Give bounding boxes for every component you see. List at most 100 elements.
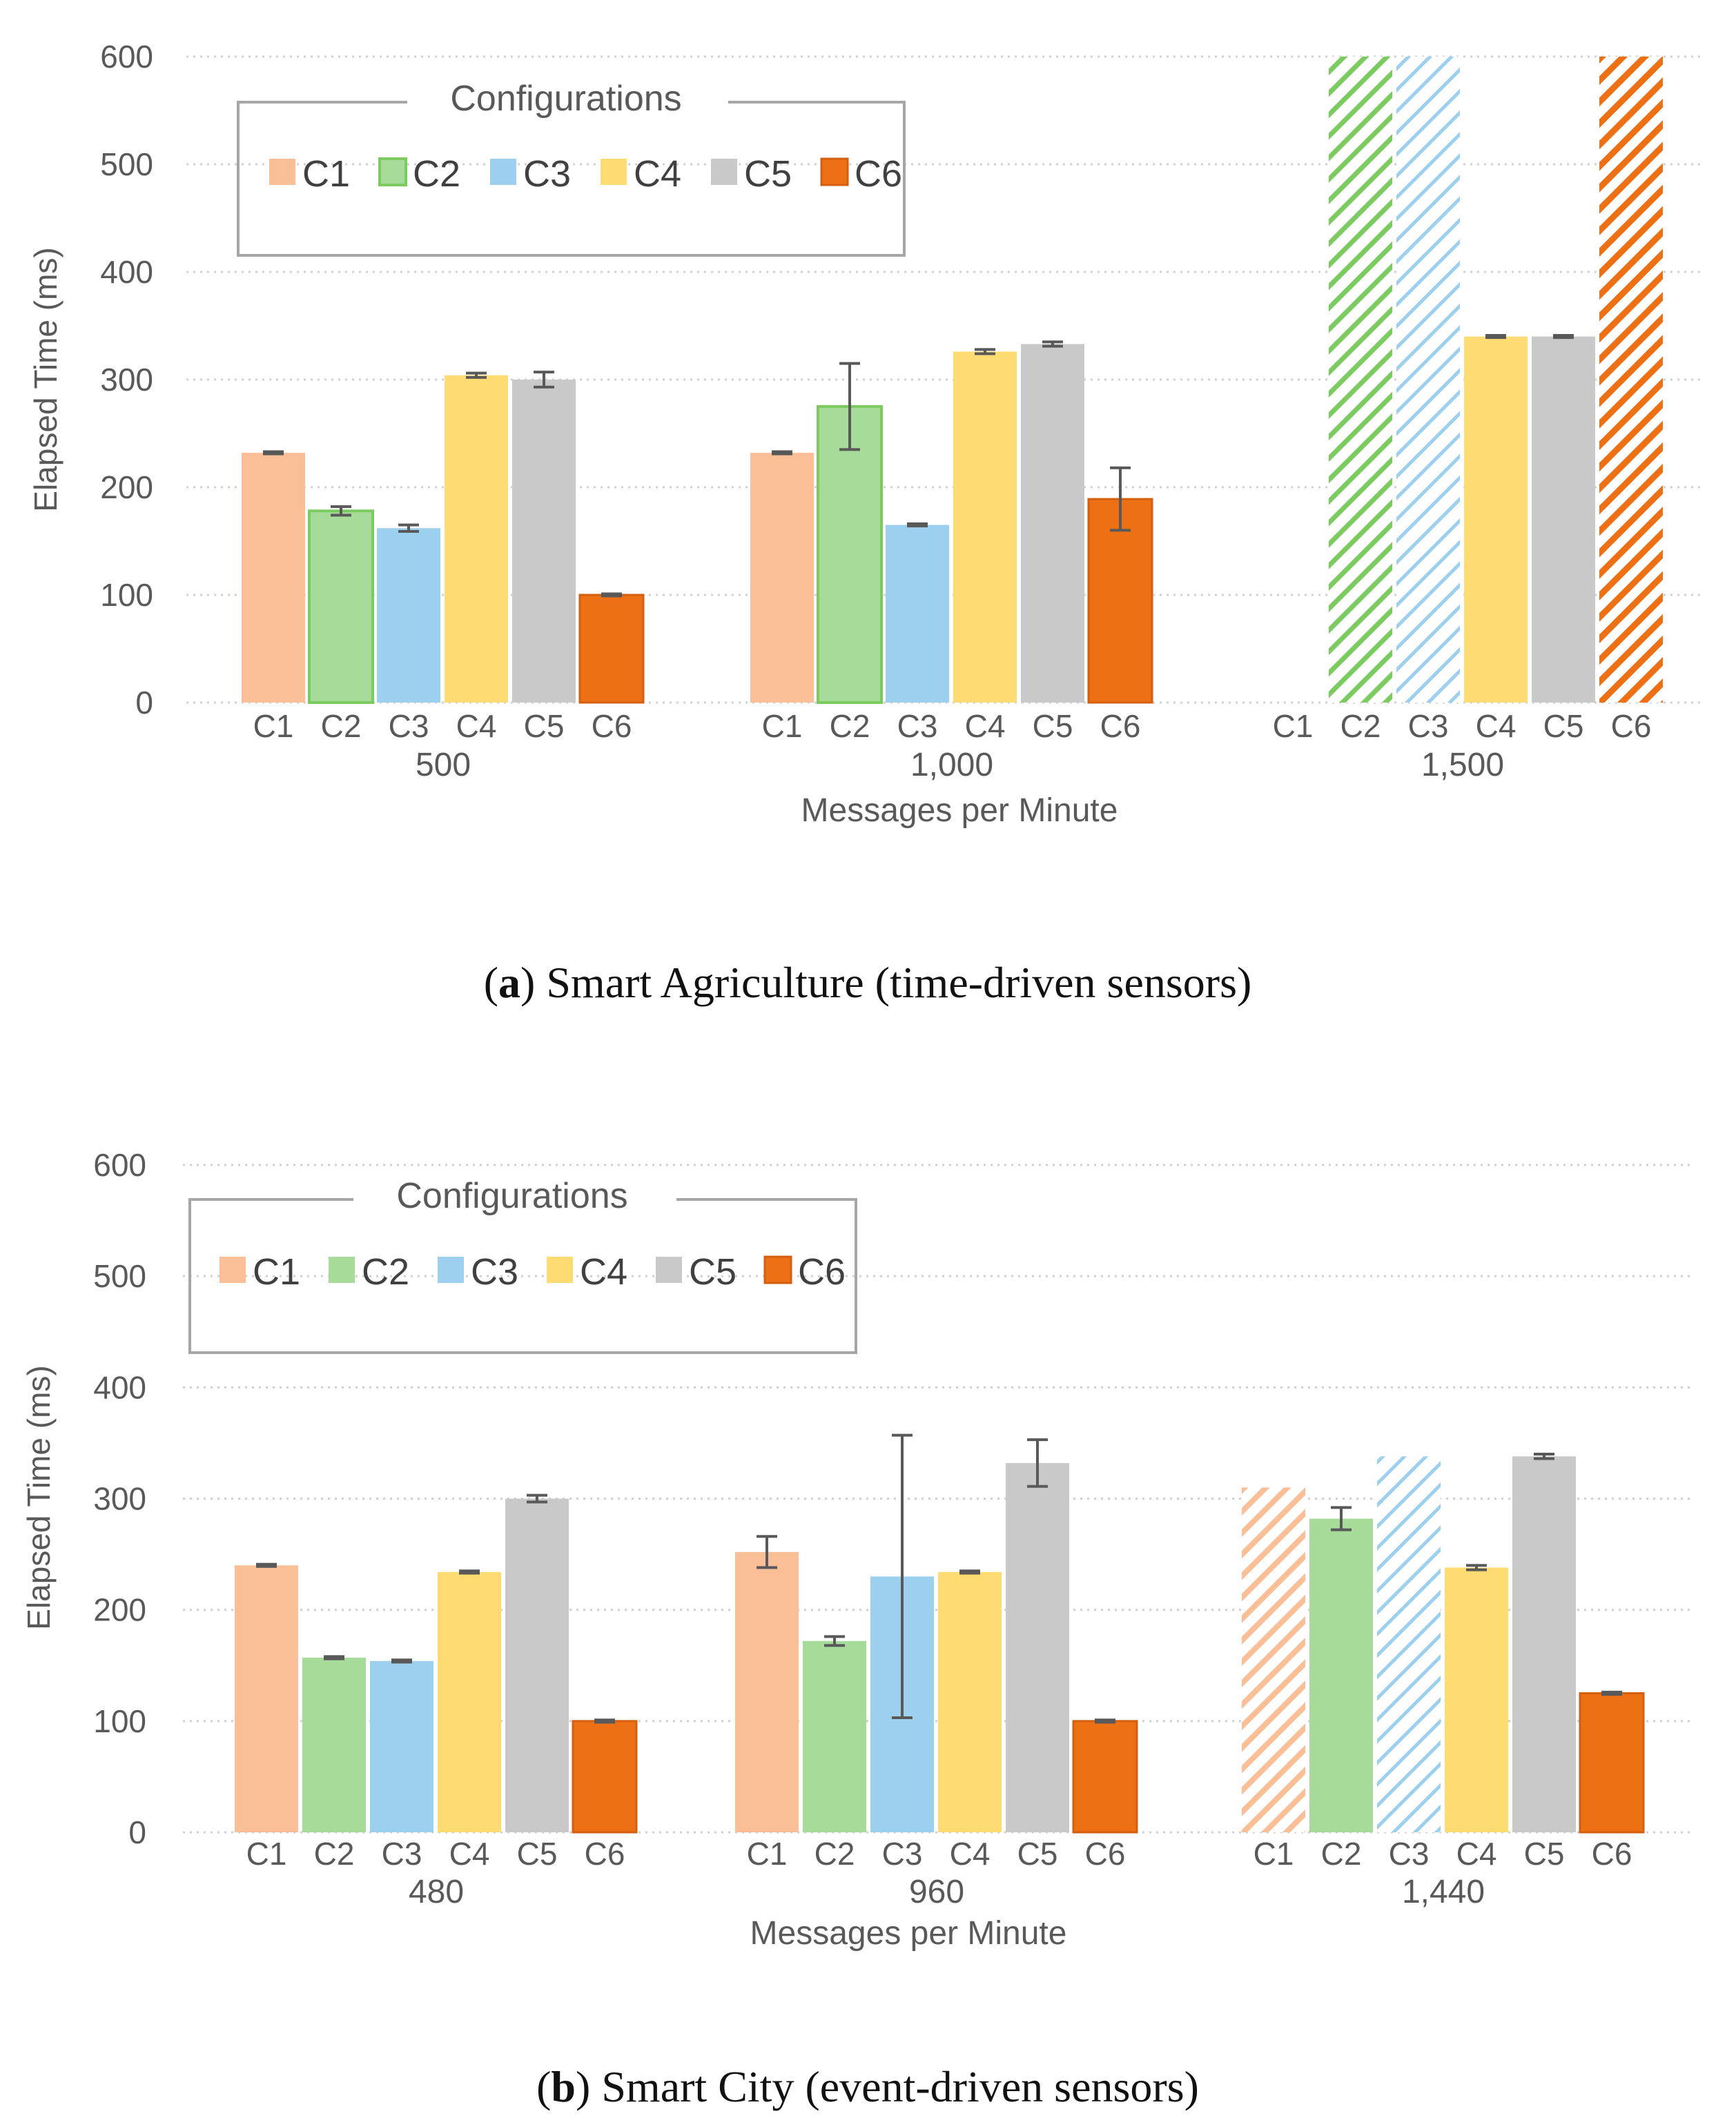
x-category-label: C1 xyxy=(747,1836,788,1872)
x-category-label: C6 xyxy=(592,708,632,744)
x-category-label: C5 xyxy=(1033,708,1073,744)
x-category-label: C4 xyxy=(950,1836,991,1872)
bar-c2-1000 xyxy=(817,405,883,704)
bar-c5-1500 xyxy=(1532,336,1595,703)
chart-panel-b: 0 100 200 300 400 500 600 Elapsed Time (ms) C1 C2… xyxy=(21,1147,1691,1952)
x-category-label: C3 xyxy=(1389,1836,1430,1872)
y-tick-label: 500 xyxy=(93,1258,146,1294)
bar-c4-480 xyxy=(438,1571,501,1832)
legend-swatch-c5 xyxy=(711,159,737,185)
x-category-label: C4 xyxy=(965,708,1006,744)
x-category-label: C2 xyxy=(1340,708,1381,744)
legend-title: Configurations xyxy=(450,79,681,119)
bar-c1-500 xyxy=(242,453,305,703)
caption-a: (a) Smart Agriculture (time-driven senso… xyxy=(484,958,1252,1007)
legend-label-c6: C6 xyxy=(798,1251,846,1293)
legend-swatch-c5 xyxy=(656,1257,682,1283)
y-axis-label: Elapsed Time (ms) xyxy=(28,247,64,511)
y-tick-label: 0 xyxy=(135,685,153,721)
bar-c5-1440 xyxy=(1512,1456,1576,1832)
x-category-label: C4 xyxy=(1476,708,1516,744)
legend-label-c4: C4 xyxy=(634,153,681,195)
y-tick-label: 200 xyxy=(93,1592,146,1628)
x-category-label: C5 xyxy=(1543,708,1584,744)
y-tick-label: 100 xyxy=(93,1703,146,1739)
x-category-label: C3 xyxy=(897,708,938,744)
legend-swatch-c3 xyxy=(438,1257,464,1283)
bar-c1-1440 xyxy=(1242,1487,1305,1832)
x-category-label: C5 xyxy=(1524,1836,1565,1872)
legend: Configurations C1 C2 C3 C4 C5 C6 xyxy=(188,1176,857,1354)
chart-panel-a: 0 100 200 300 400 500 600 Elapsed Time (ms) C1 C2… xyxy=(28,39,1705,829)
legend-swatch-c6 xyxy=(820,157,849,186)
bar-c6-1500 xyxy=(1599,57,1663,703)
x-category-label: C1 xyxy=(253,708,294,744)
legend-frame xyxy=(237,101,906,257)
x-category-label: C3 xyxy=(382,1836,422,1872)
x-category-label: C5 xyxy=(524,708,565,744)
x-category-label: C5 xyxy=(517,1836,558,1872)
legend-frame xyxy=(188,1198,857,1354)
x-category-label: C4 xyxy=(449,1836,490,1872)
legend-label-c1: C1 xyxy=(253,1251,300,1293)
x-category-label: C3 xyxy=(389,708,429,744)
y-tick-label: 100 xyxy=(100,577,153,613)
bar-c5-480 xyxy=(505,1498,569,1832)
bar-c3-480 xyxy=(370,1660,433,1832)
x-axis-label: Messages per Minute xyxy=(750,1915,1067,1952)
bar-c4-1500 xyxy=(1464,336,1528,703)
y-tick-label: 500 xyxy=(100,146,153,182)
legend-swatch-c6 xyxy=(763,1255,792,1284)
x-category-label: C1 xyxy=(762,708,803,744)
caption-b: (b) Smart City (event-driven sensors) xyxy=(536,2062,1199,2111)
legend-label-c2: C2 xyxy=(413,153,460,195)
bar-c3-500 xyxy=(377,528,440,703)
x-group-label: 1,000 xyxy=(910,747,993,783)
legend-swatch-c3 xyxy=(490,159,516,185)
y-tick-label: 600 xyxy=(93,1147,146,1183)
x-category-label: C4 xyxy=(456,708,497,744)
y-tick-label: 400 xyxy=(100,254,153,290)
x-category-label: C2 xyxy=(1321,1836,1362,1872)
legend-label-c5: C5 xyxy=(744,153,792,195)
legend-label-c3: C3 xyxy=(523,153,571,195)
bar-c2-1500 xyxy=(1329,57,1392,703)
y-tick-label: 200 xyxy=(100,469,153,505)
legend-label-c1: C1 xyxy=(302,153,350,195)
bar-c4-1440 xyxy=(1445,1567,1508,1832)
x-category-label: C1 xyxy=(1254,1836,1294,1872)
x-category-label: C1 xyxy=(1273,708,1314,744)
bar-c6-1440 xyxy=(1579,1692,1645,1834)
bar-c2-960 xyxy=(803,1640,866,1832)
bar-c4-500 xyxy=(445,375,508,703)
bar-c3-1000 xyxy=(886,525,949,703)
x-group-label: 500 xyxy=(416,747,471,783)
x-category-label: C4 xyxy=(1456,1836,1497,1872)
legend: Configurations C1 C2 C3 C4 C5 C6 xyxy=(237,79,906,257)
bar-c4-960 xyxy=(938,1571,1002,1832)
x-category-label: C2 xyxy=(830,708,870,744)
legend-label-c2: C2 xyxy=(362,1251,409,1293)
legend-label-c3: C3 xyxy=(471,1251,518,1293)
bar-c2-480 xyxy=(302,1657,366,1832)
legend-swatch-c2 xyxy=(329,1257,355,1283)
x-group-label: 960 xyxy=(909,1874,964,1910)
legend-label-c4: C4 xyxy=(580,1251,627,1293)
bar-c6-480 xyxy=(572,1720,638,1834)
x-category-label: C5 xyxy=(1017,1836,1058,1872)
bar-c3-1440 xyxy=(1377,1456,1441,1832)
legend-label-c6: C6 xyxy=(855,153,902,195)
x-category-label: C3 xyxy=(1408,708,1449,744)
bar-c6-1000 xyxy=(1087,498,1153,704)
x-category-label: C6 xyxy=(1100,708,1141,744)
bar-c1-1000 xyxy=(750,453,814,703)
y-tick-label: 0 xyxy=(128,1814,146,1850)
x-category-label: C1 xyxy=(246,1836,287,1872)
bar-c2-1440 xyxy=(1309,1518,1373,1832)
legend-swatch-c2 xyxy=(378,157,407,186)
legend-label-c5: C5 xyxy=(689,1251,737,1293)
bar-c1-480 xyxy=(235,1565,298,1832)
x-category-label: C2 xyxy=(815,1836,855,1872)
bar-c6-960 xyxy=(1072,1720,1138,1834)
